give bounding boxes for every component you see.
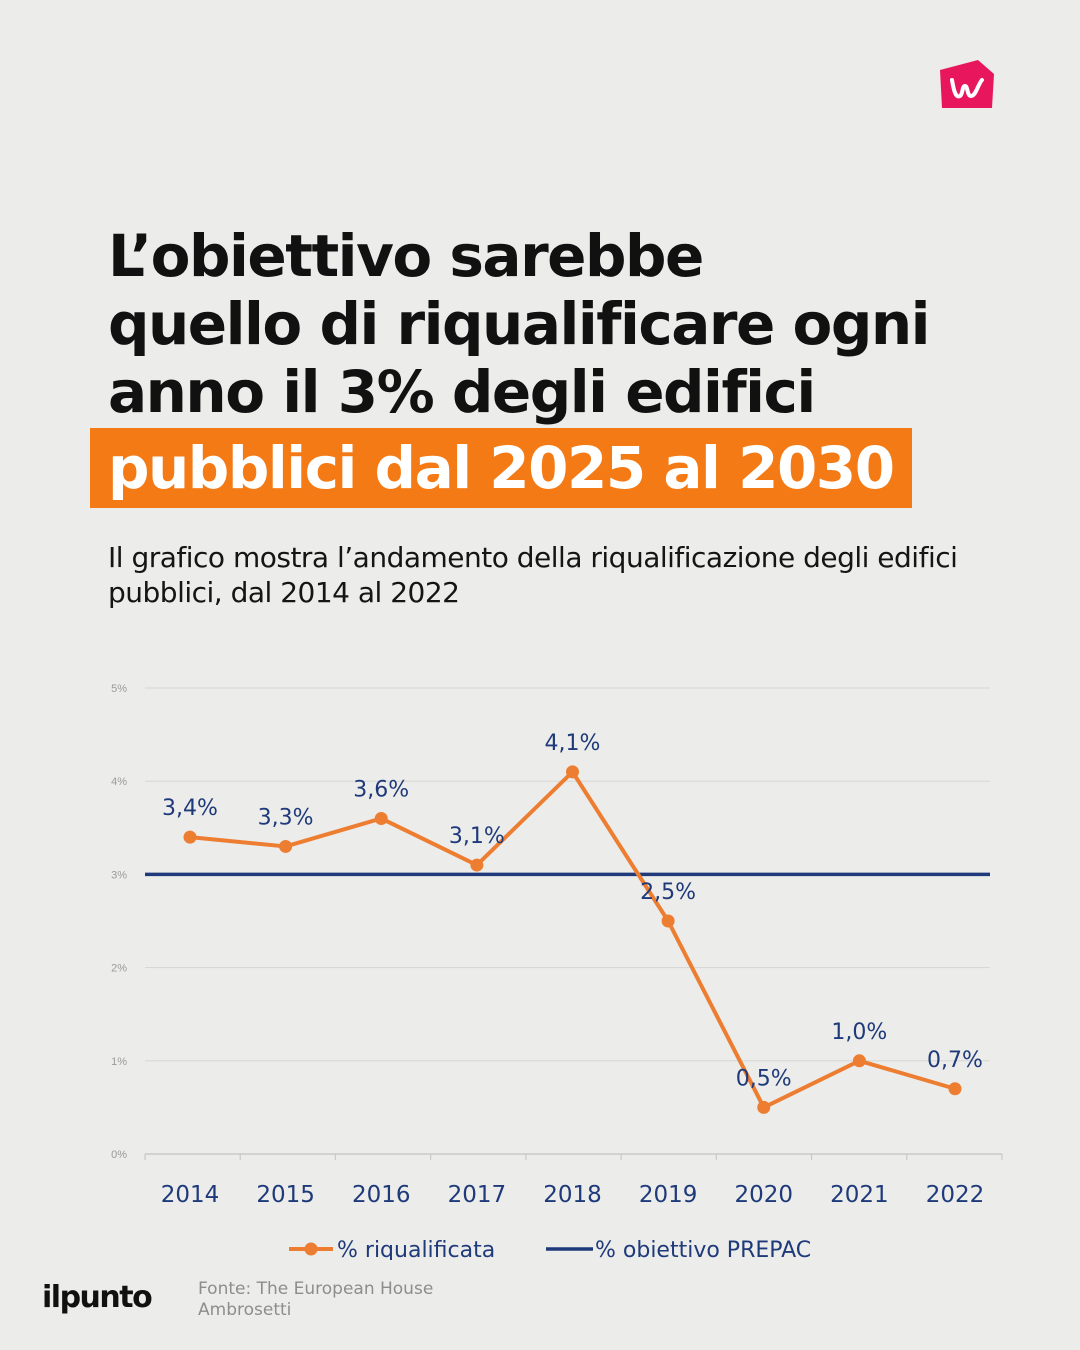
x-tick-label: 2021 (830, 1182, 889, 1208)
y-tick-label: 4% (111, 776, 127, 788)
footer-source: Fonte: The European House Ambrosetti (198, 1279, 434, 1320)
data-point (661, 914, 675, 928)
data-label: 3,6% (353, 777, 409, 802)
x-tick-label: 2015 (256, 1182, 315, 1208)
headline-highlight: pubblici dal 2025 al 2030 (90, 428, 912, 508)
y-tick-label: 0% (111, 1149, 127, 1161)
data-labels: 3,4% 3,3% 3,6% 3,1% 4,1% 2,5% 0,5% 1,0% 0,7% (162, 731, 983, 1092)
data-point (470, 858, 484, 872)
y-tick-labels: 0% 1% 2% 3% 4% 5% (111, 683, 127, 1161)
headline-line-1: L’obiettivo sarebbe (108, 222, 704, 290)
y-tick-label: 1% (111, 1056, 127, 1068)
x-tick-label: 2020 (734, 1182, 793, 1208)
x-tick-label: 2014 (161, 1182, 220, 1208)
data-label: 2,5% (640, 880, 696, 905)
data-label: 1,0% (831, 1020, 887, 1045)
line-chart: 0% 1% 2% 3% 4% 5% 2014 2015 2016 2017 2018 2019 202… (111, 683, 1003, 1260)
legend: % riqualificata % obiettivo PREPAC (289, 1238, 811, 1260)
data-label: 0,5% (736, 1066, 792, 1091)
data-point (948, 1082, 962, 1096)
data-label: 0,7% (927, 1048, 983, 1073)
footer-brand-logo: ilpunto (42, 1280, 153, 1315)
x-tick-labels: 2014 2015 2016 2017 2018 2019 2020 2021 2022 (161, 1182, 985, 1208)
data-label: 3,4% (162, 796, 218, 821)
x-tick-label: 2016 (352, 1182, 411, 1208)
data-point (757, 1100, 771, 1114)
data-label: 3,1% (449, 824, 505, 849)
y-tick-label: 3% (111, 869, 127, 881)
grid-lines (144, 687, 1003, 1160)
y-tick-label: 2% (111, 963, 127, 975)
data-label: 4,1% (545, 731, 601, 756)
y-tick-label: 5% (111, 683, 127, 695)
x-tick-label: 2022 (926, 1182, 985, 1208)
headline-line-2: quello di riqualificare ogni (108, 290, 931, 358)
x-tick-label: 2019 (639, 1182, 698, 1208)
legend-marker-actual (304, 1242, 318, 1256)
x-tick-label: 2017 (448, 1182, 507, 1208)
brand-logo-icon (940, 60, 994, 108)
x-tick-label: 2018 (543, 1182, 602, 1208)
headline-line-3: anno il 3% degli edifici (108, 358, 816, 426)
data-label: 3,3% (258, 805, 314, 830)
legend-label-actual: % riqualificata (337, 1238, 495, 1260)
actual-series (183, 765, 962, 1114)
data-point (852, 1054, 866, 1068)
headline: L’obiettivo sarebbe quello di riqualific… (90, 222, 1008, 508)
data-point (374, 811, 388, 825)
data-point (183, 830, 197, 844)
data-point (279, 839, 293, 853)
legend-label-target: % obiettivo PREPAC (595, 1238, 811, 1260)
subtitle: Il grafico mostra l’andamento della riqu… (108, 541, 958, 609)
data-point (566, 765, 579, 779)
